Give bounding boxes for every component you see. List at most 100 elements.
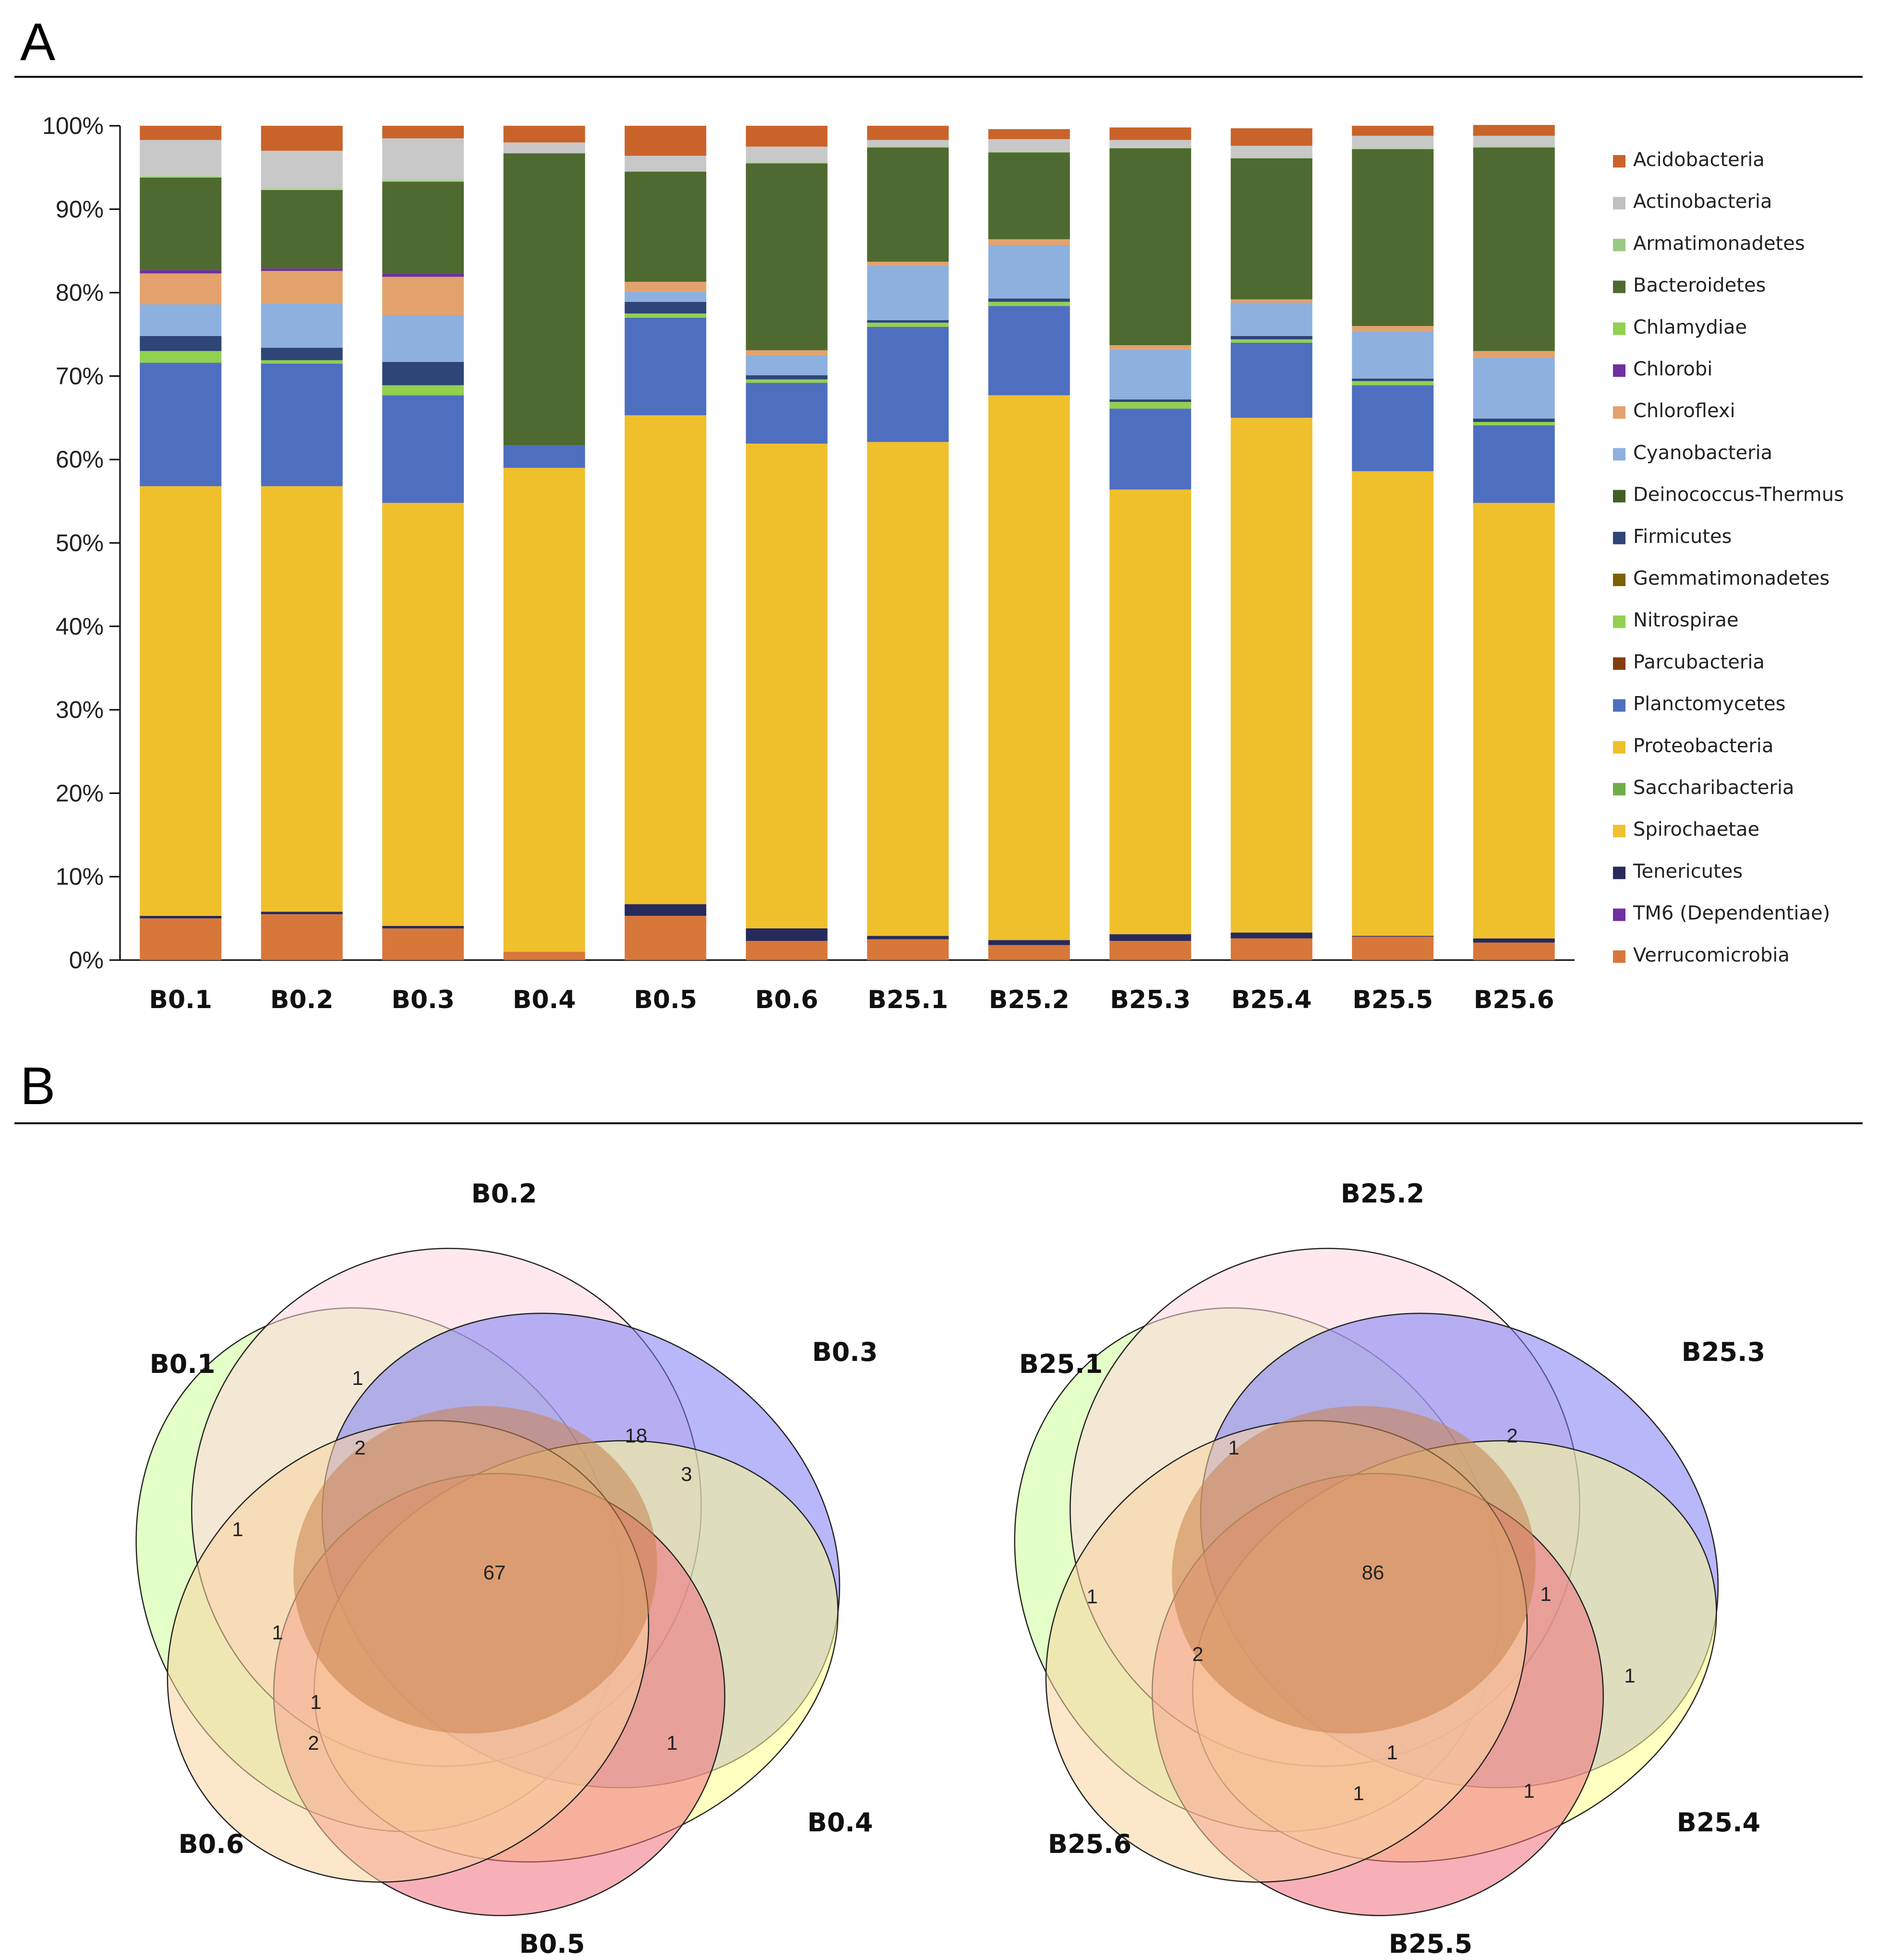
legend-label: TM6 (Dependentiae) xyxy=(1633,902,1830,925)
bar-segment-tenericutes xyxy=(867,936,949,939)
bar-segment-verrucomicrobia xyxy=(625,915,707,960)
bar-segment-armatimonadetes xyxy=(746,162,828,164)
bar-segment-nitrospirae xyxy=(140,351,222,363)
bar-segment-actinobacteria xyxy=(140,140,222,176)
bar-segment-firmicutes xyxy=(140,336,222,351)
bar-segment-nitrospirae xyxy=(625,313,707,318)
bar-segment-chloroflexi xyxy=(1109,345,1191,349)
bar-segment-actinobacteria xyxy=(746,146,828,163)
legend-label: Spirochaetae xyxy=(1633,818,1759,841)
bar-segment-nitrospirae xyxy=(1230,339,1312,343)
venn-count-label: 2 xyxy=(1192,1643,1203,1665)
bar-segment-proteobacteria xyxy=(1230,418,1312,933)
bar-segment-chloroflexi xyxy=(867,262,949,266)
legend-swatch-acidobacteria xyxy=(1613,155,1625,168)
bar-segment-tenericutes xyxy=(382,926,464,928)
bar-segment-acidobacteria xyxy=(1352,126,1434,136)
bar-segment-nitrospirae xyxy=(988,301,1070,306)
legend-swatch-chloroflexi xyxy=(1613,406,1625,419)
bar-segment-proteobacteria xyxy=(382,503,464,926)
bar-segment-nitrospirae xyxy=(746,379,828,383)
legend-label: Chlamydiae xyxy=(1633,316,1747,338)
venn-set-label: B0.5 xyxy=(519,1929,585,1959)
bar-segment-armatimonadetes xyxy=(1473,146,1555,148)
legend-swatch-planctomycetes xyxy=(1613,699,1625,712)
category-label: B25.5 xyxy=(1352,986,1433,1014)
legend-label: Parcubacteria xyxy=(1633,651,1765,673)
bar-segment-planctomycetes xyxy=(503,445,585,468)
bar-chart-legend: Acidobacteria Actinobacteria Armatimonadet… xyxy=(1613,149,1844,966)
bar-stack-b25-1 xyxy=(867,126,949,960)
y-tick-label: 70% xyxy=(56,362,104,389)
legend-label: Firmicutes xyxy=(1633,526,1732,548)
legend-swatch-tenericutes xyxy=(1613,866,1625,879)
venn-count-label: 1 xyxy=(1624,1664,1635,1687)
legend-swatch-proteobacteria xyxy=(1613,741,1625,754)
bar-segment-acidobacteria xyxy=(625,126,707,156)
bar-segment-tenericutes xyxy=(746,928,828,941)
bar-segment-tenericutes xyxy=(1352,936,1434,937)
bar-segment-planctomycetes xyxy=(867,326,949,442)
bar-segment-cyanobacteria xyxy=(988,245,1070,299)
venn-diagram-b0: B0.1 B0.2 B0.3 B0.4 B0.5 B0.6 1 2 18 3 1 67 1 1 2 1 xyxy=(135,1178,878,1959)
y-tick-label: 80% xyxy=(56,279,104,306)
bar-segment-proteobacteria xyxy=(988,395,1070,940)
venn-count-label: 1 xyxy=(1386,1741,1397,1764)
bar-stack-b0-5 xyxy=(625,126,707,960)
bar-segment-firmicutes xyxy=(625,301,707,314)
legend-label: Verrucomicrobia xyxy=(1633,944,1790,966)
bar-chart-bars xyxy=(140,125,1555,960)
venn-count-label: 1 xyxy=(352,1367,363,1389)
bar-segment-cyanobacteria xyxy=(1109,349,1191,400)
venn-set-label: B25.5 xyxy=(1389,1929,1472,1959)
bar-segment-proteobacteria xyxy=(1352,471,1434,936)
venn-count-label: 86 xyxy=(1362,1561,1384,1584)
category-label: B0.3 xyxy=(391,986,455,1014)
bar-segment-firmicutes xyxy=(988,298,1070,302)
bar-segment-verrucomicrobia xyxy=(867,939,949,960)
bar-chart-axes: 0% 10% 20% 30% 40% 50% 60% 70% 80% 90% 100% xyxy=(42,112,1575,974)
bar-segment-actinobacteria xyxy=(1352,135,1434,148)
venn-count-label: 18 xyxy=(625,1424,648,1447)
venn-count-label: 2 xyxy=(1506,1424,1517,1447)
bar-segment-actinobacteria xyxy=(503,142,585,154)
bar-segment-chloroflexi xyxy=(746,350,828,355)
bar-segment-verrucomicrobia xyxy=(503,951,585,960)
bar-segment-actinobacteria xyxy=(1109,140,1191,148)
legend-label: Saccharibacteria xyxy=(1633,777,1794,799)
legend-label: Nitrospirae xyxy=(1633,609,1739,631)
bar-stack-b0-6 xyxy=(746,126,828,960)
legend-label: Acidobacteria xyxy=(1633,149,1765,171)
y-tick-label: 100% xyxy=(42,112,104,139)
bar-stack-b0-2 xyxy=(261,126,343,960)
bar-stack-b25-3 xyxy=(1109,127,1191,960)
legend-label: Armatimonadetes xyxy=(1633,232,1805,254)
y-tick-label: 60% xyxy=(56,446,104,473)
bar-segment-tenericutes xyxy=(1473,938,1555,943)
bar-segment-actinobacteria xyxy=(988,139,1070,152)
bar-segment-nitrospirae xyxy=(261,360,343,364)
bar-segment-firmicutes xyxy=(1230,336,1312,339)
bar-segment-cyanobacteria xyxy=(1352,331,1434,379)
bar-segment-tenericutes xyxy=(625,904,707,916)
legend-swatch-tm6-dependentiae xyxy=(1613,908,1625,921)
bar-segment-chlorobi xyxy=(140,270,222,274)
venn-count-label: 1 xyxy=(232,1518,243,1540)
bar-segment-chloroflexi xyxy=(1473,351,1555,358)
bar-segment-planctomycetes xyxy=(1352,385,1434,471)
bar-segment-acidobacteria xyxy=(261,126,343,151)
bar-segment-tenericutes xyxy=(261,912,343,914)
legend-swatch-chlamydiae xyxy=(1613,322,1625,335)
venn-set-label: B25.1 xyxy=(1019,1349,1103,1379)
y-tick-label: 90% xyxy=(56,196,104,223)
venn-count-label: 2 xyxy=(354,1436,365,1459)
bar-segment-verrucomicrobia xyxy=(1473,942,1555,960)
bar-segment-armatimonadetes xyxy=(140,176,222,178)
category-label: B0.1 xyxy=(149,986,212,1014)
y-tick-label: 20% xyxy=(56,780,104,806)
bar-segment-armatimonadetes xyxy=(625,170,707,172)
bar-segment-firmicutes xyxy=(382,361,464,385)
bar-segment-chlorobi xyxy=(382,273,464,277)
bar-segment-nitrospirae xyxy=(1109,402,1191,409)
legend-label: Actinobacteria xyxy=(1633,191,1772,213)
